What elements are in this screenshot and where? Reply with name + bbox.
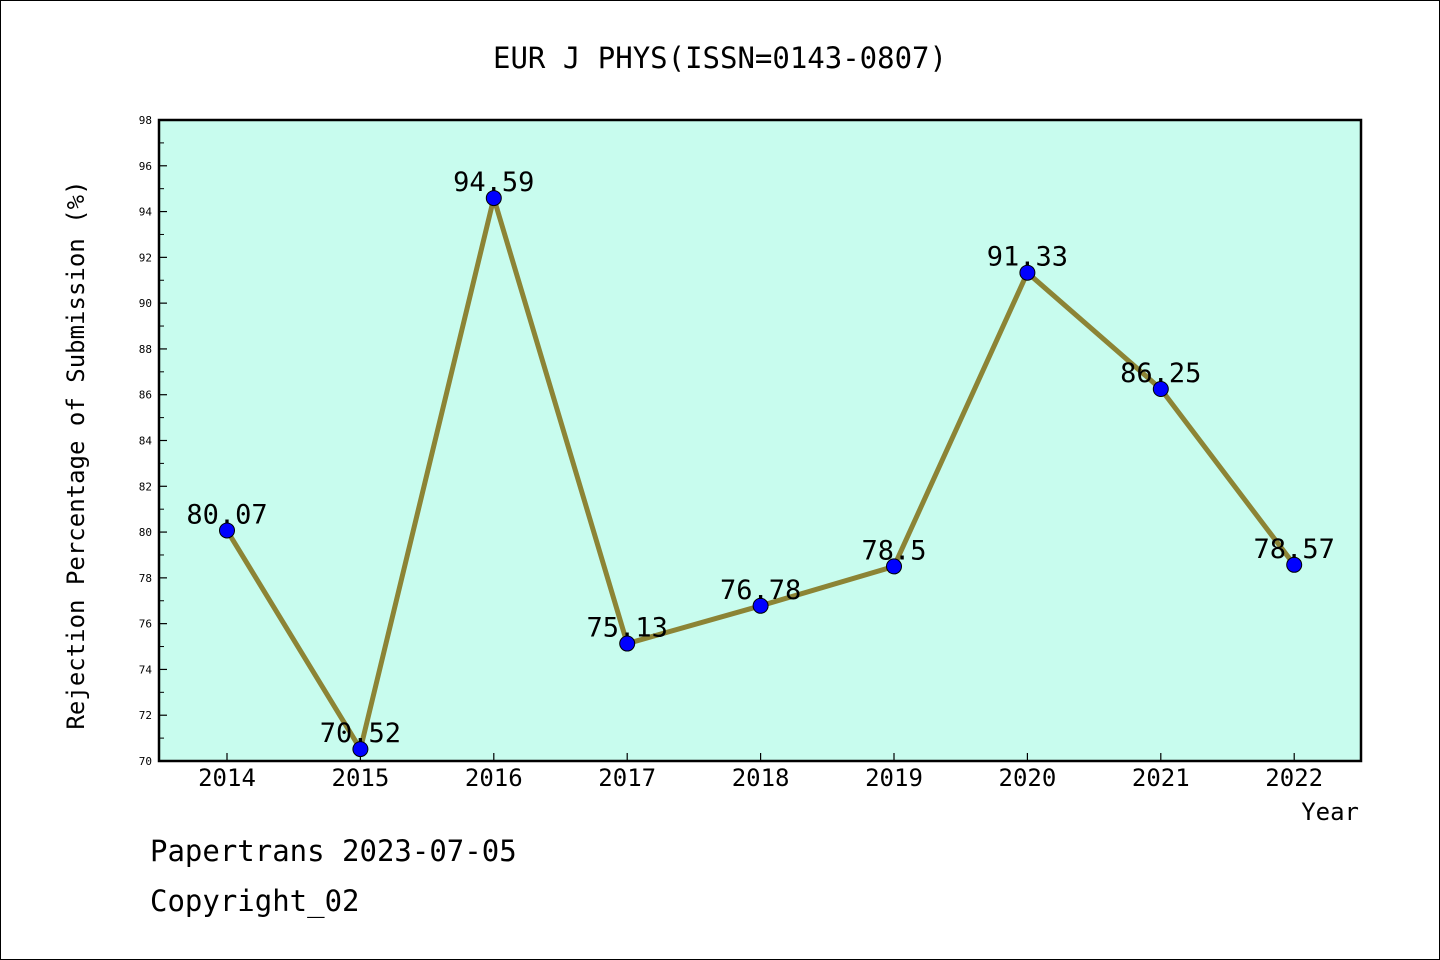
x-tick-label: 2020 <box>999 764 1057 792</box>
data-point <box>1152 380 1169 397</box>
data-point <box>886 558 902 575</box>
y-tick-label: 76 <box>139 618 152 631</box>
y-tick-label: 78 <box>139 572 152 585</box>
x-tick-label: 2022 <box>1265 764 1323 792</box>
data-point <box>352 741 369 758</box>
y-tick-label: 96 <box>139 160 152 173</box>
data-point <box>619 635 636 652</box>
data-label: 91.33 <box>987 242 1068 273</box>
y-tick-label: 90 <box>139 297 152 310</box>
y-tick-label: 98 <box>139 114 152 127</box>
y-tick-label: 94 <box>139 206 153 219</box>
y-tick-label: 80 <box>139 526 152 539</box>
x-tick-label: 2014 <box>198 764 256 792</box>
data-label: 70.52 <box>320 718 401 749</box>
plot-area <box>157 118 1363 763</box>
y-tick-label: 74 <box>139 663 153 676</box>
chart-title: EUR J PHYS(ISSN=0143-0807) <box>493 41 947 75</box>
x-tick-label: 2019 <box>865 764 923 792</box>
y-tick-label: 86 <box>139 389 152 402</box>
data-point <box>219 522 235 539</box>
y-tick-label: 72 <box>139 709 152 722</box>
data-labels: 80.07 70.52 94.59 75.13 76.78 78.5 91.33 86.25 7… <box>186 167 1334 749</box>
data-label: 80.07 <box>186 499 267 530</box>
x-axis-label: Year <box>1301 798 1359 826</box>
data-label: 86.25 <box>1120 358 1201 389</box>
x-tick-label: 2017 <box>598 764 656 792</box>
data-label: 94.59 <box>453 167 534 198</box>
data-point <box>1286 556 1303 573</box>
y-tick-label: 82 <box>139 480 152 493</box>
footer-copyright-line: Copyright_02 <box>150 884 360 918</box>
x-tick-label: 2021 <box>1132 764 1190 792</box>
y-tick-label: 84 <box>139 435 153 448</box>
x-tick-label: 2016 <box>465 764 523 792</box>
data-label: 78.57 <box>1254 534 1335 565</box>
footer-date-line: Papertrans 2023-07-05 <box>150 834 517 868</box>
x-tick-label: 2015 <box>332 764 390 792</box>
y-tick-label: 92 <box>139 251 152 264</box>
data-label: 75.13 <box>587 613 668 644</box>
data-label: 76.78 <box>720 575 801 606</box>
series-markers <box>219 190 1303 758</box>
data-point <box>1019 264 1036 281</box>
data-label: 78.5 <box>861 535 926 566</box>
y-axis: 70 72 74 76 78 80 82 84 86 88 90 92 94 96 98 <box>139 114 167 768</box>
y-tick-label: 88 <box>139 343 152 356</box>
data-point <box>485 190 502 207</box>
x-tick-label: 2018 <box>732 764 790 792</box>
y-tick-label: 70 <box>139 755 152 768</box>
x-axis: 2014 2015 2016 2017 2018 2019 2020 2021 2022 <box>198 753 1323 792</box>
y-axis-label: Rejection Percentage of Submission (%) <box>62 180 90 729</box>
data-point <box>752 597 769 614</box>
